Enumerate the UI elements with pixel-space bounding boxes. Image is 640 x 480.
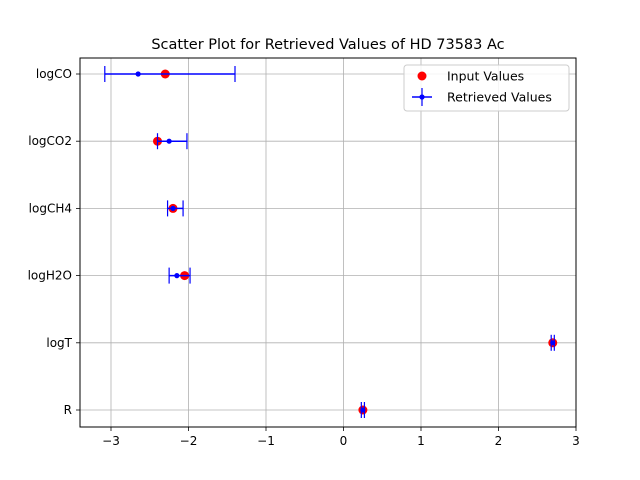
legend-marker-input [417,71,427,81]
grid [80,58,577,427]
x-tick-label: 0 [340,434,348,448]
y-tick-label: R [64,403,72,417]
data-series [104,66,558,418]
legend-label-input: Input Values [447,69,524,84]
x-tick-label: −3 [102,434,120,448]
retrieved-value-point [550,340,556,346]
x-tick-label: 1 [417,434,425,448]
retrieved-value-errorbar [156,133,188,150]
x-tick-label: 3 [572,434,580,448]
y-tick-label: logCO [36,67,72,81]
retrieved-value-point [360,407,366,413]
legend-label-retrieved: Retrieved Values [447,90,552,105]
legend: Input Values Retrieved Values [403,64,570,112]
plot-area-frame [79,57,577,428]
retrieved-value-point [174,273,180,279]
retrieved-value-errorbar [104,66,236,82]
chart-title: Scatter Plot for Retrieved Values of HD … [151,37,504,53]
retrieved-value-errorbar [550,334,556,351]
x-tick-label: 2 [495,434,503,448]
legend-box [403,64,570,112]
retrieved-value-errorbar [166,200,184,217]
retrieved-value-point [166,138,172,144]
retrieved-value-errorbar [168,267,191,284]
retrieved-value-point [170,205,176,211]
x-tick-label: −2 [180,434,198,448]
y-tick-label: logH2O [28,269,72,283]
legend-marker-retrieved-dot [419,94,425,100]
retrieved-value-point [135,71,141,77]
y-tick-label: logT [46,336,72,350]
retrieved-value-errorbar [360,402,366,418]
y-tick-label: logCH4 [29,201,72,215]
y-tick-label: logCO2 [28,134,72,148]
x-tick-label: −1 [257,434,275,448]
